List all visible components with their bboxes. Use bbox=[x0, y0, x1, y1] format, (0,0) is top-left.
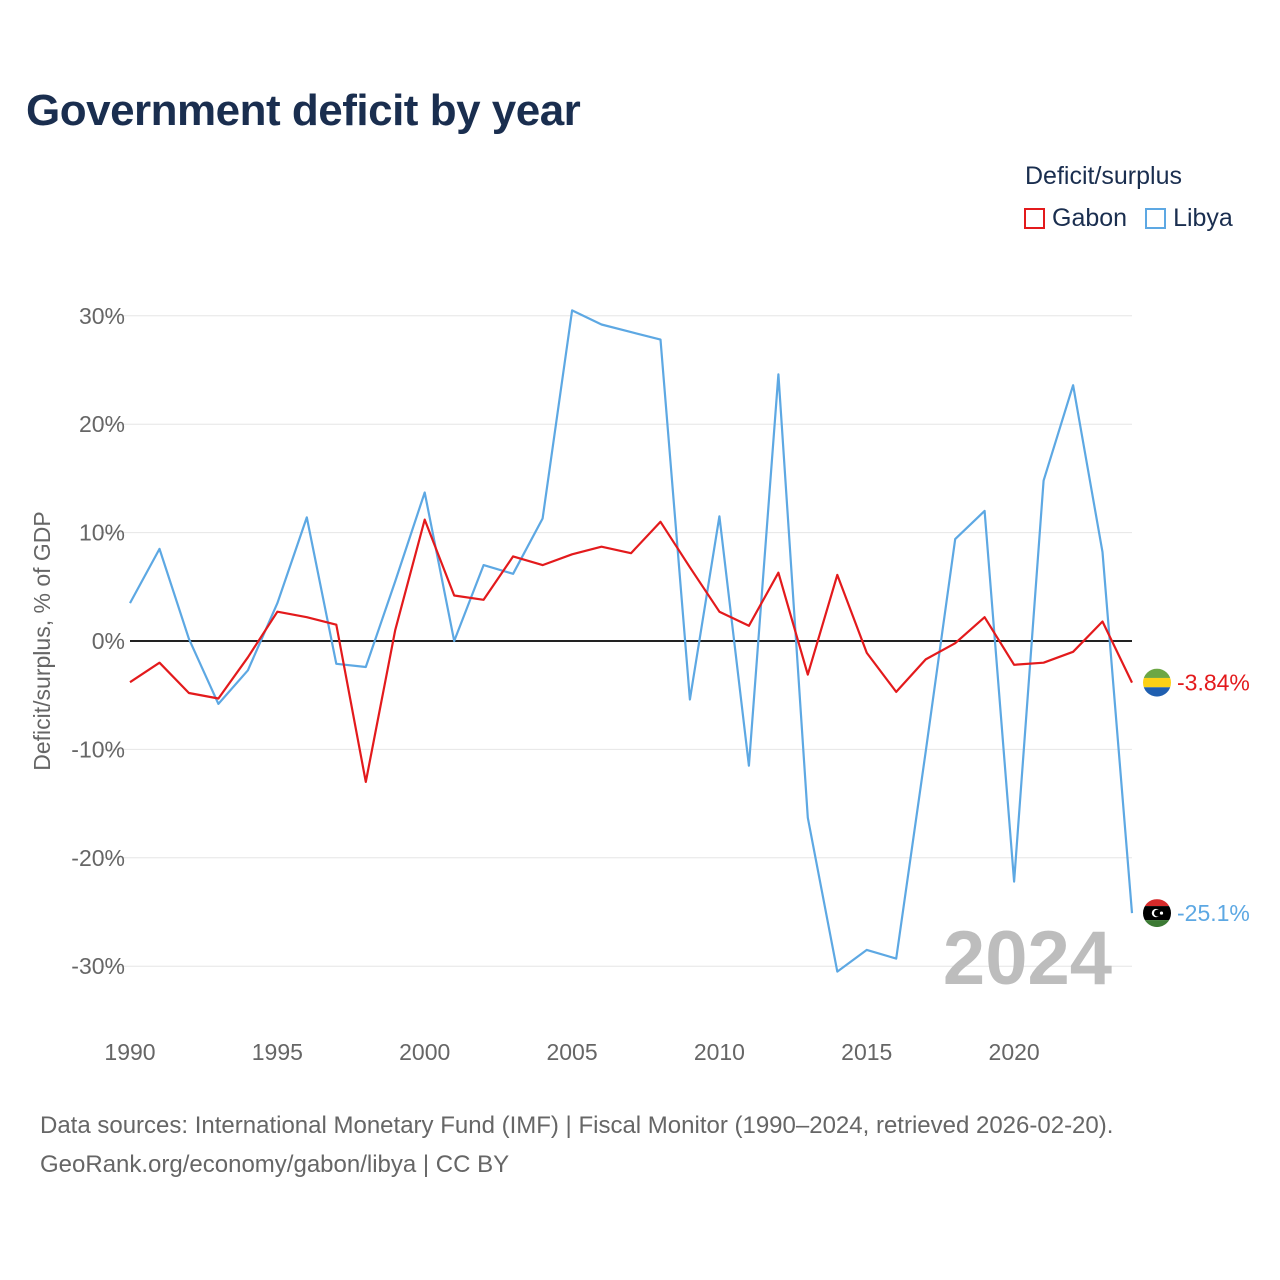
series-line-libya bbox=[129, 309, 1134, 973]
y-tick-label: -10% bbox=[71, 736, 125, 762]
flag-stripe bbox=[1143, 668, 1171, 678]
flag-crescent-cut bbox=[1154, 909, 1161, 917]
y-axis-title: Deficit/surplus, % of GDP bbox=[29, 511, 55, 770]
flag-stripe bbox=[1143, 687, 1171, 697]
x-tick-label: 1990 bbox=[104, 1039, 155, 1065]
series-lines bbox=[129, 309, 1134, 973]
legend-title: Deficit/surplus bbox=[1025, 162, 1182, 190]
x-tick-label: 2005 bbox=[546, 1039, 597, 1065]
x-tick-label: 2015 bbox=[841, 1039, 892, 1065]
x-tick-label: 2020 bbox=[989, 1039, 1040, 1065]
x-axis-ticks: 1990 1995 2000 2005 2010 2015 2020 bbox=[104, 1039, 1039, 1065]
line-chart: 30% 20% 10% 0% -10% -20% -30% 1990 1995 2000 2005… bbox=[29, 303, 1250, 1065]
legend: Gabon Libya bbox=[1024, 204, 1233, 233]
end-markers: -3.84% -25.1% bbox=[1143, 668, 1250, 928]
x-tick-label: 2000 bbox=[399, 1039, 450, 1065]
legend-swatch-libya bbox=[1145, 208, 1167, 229]
gabon-flag-icon bbox=[1143, 668, 1171, 697]
footer: Data sources: International Monetary Fun… bbox=[40, 1106, 1113, 1184]
y-tick-label: -30% bbox=[71, 953, 125, 979]
flag-stripe bbox=[1143, 677, 1171, 688]
y-tick-label: 0% bbox=[92, 628, 125, 654]
y-axis-ticks: 30% 20% 10% 0% -10% -20% -30% bbox=[71, 303, 125, 979]
legend-item-libya[interactable]: Libya bbox=[1145, 204, 1233, 233]
legend-label-gabon: Gabon bbox=[1052, 204, 1128, 232]
legend-label-libya: Libya bbox=[1173, 204, 1233, 232]
year-watermark: 2024 bbox=[943, 916, 1112, 1001]
series-line-gabon bbox=[129, 518, 1133, 784]
legend-item-gabon[interactable]: Gabon bbox=[1024, 204, 1127, 233]
footer-sources: Data sources: International Monetary Fun… bbox=[40, 1112, 1114, 1139]
end-value-label-gabon: -3.84% bbox=[1177, 670, 1250, 696]
flag-stripe bbox=[1143, 899, 1171, 907]
y-tick-label: -20% bbox=[71, 845, 125, 871]
end-value-label-libya: -25.1% bbox=[1177, 900, 1250, 926]
y-tick-label: 20% bbox=[79, 411, 125, 437]
flag-star bbox=[1159, 911, 1164, 915]
libya-flag-icon bbox=[1143, 899, 1171, 928]
x-tick-label: 2010 bbox=[694, 1039, 745, 1065]
page-title: Government deficit by year bbox=[26, 86, 581, 135]
y-tick-label: 30% bbox=[79, 303, 125, 329]
x-tick-label: 1995 bbox=[252, 1039, 303, 1065]
y-tick-label: 10% bbox=[79, 520, 125, 546]
flag-stripe bbox=[1143, 920, 1171, 928]
gridlines bbox=[100, 315, 1132, 967]
footer-credit: GeoRank.org/economy/gabon/libya | CC BY bbox=[40, 1151, 510, 1178]
legend-swatch-gabon bbox=[1024, 208, 1045, 229]
